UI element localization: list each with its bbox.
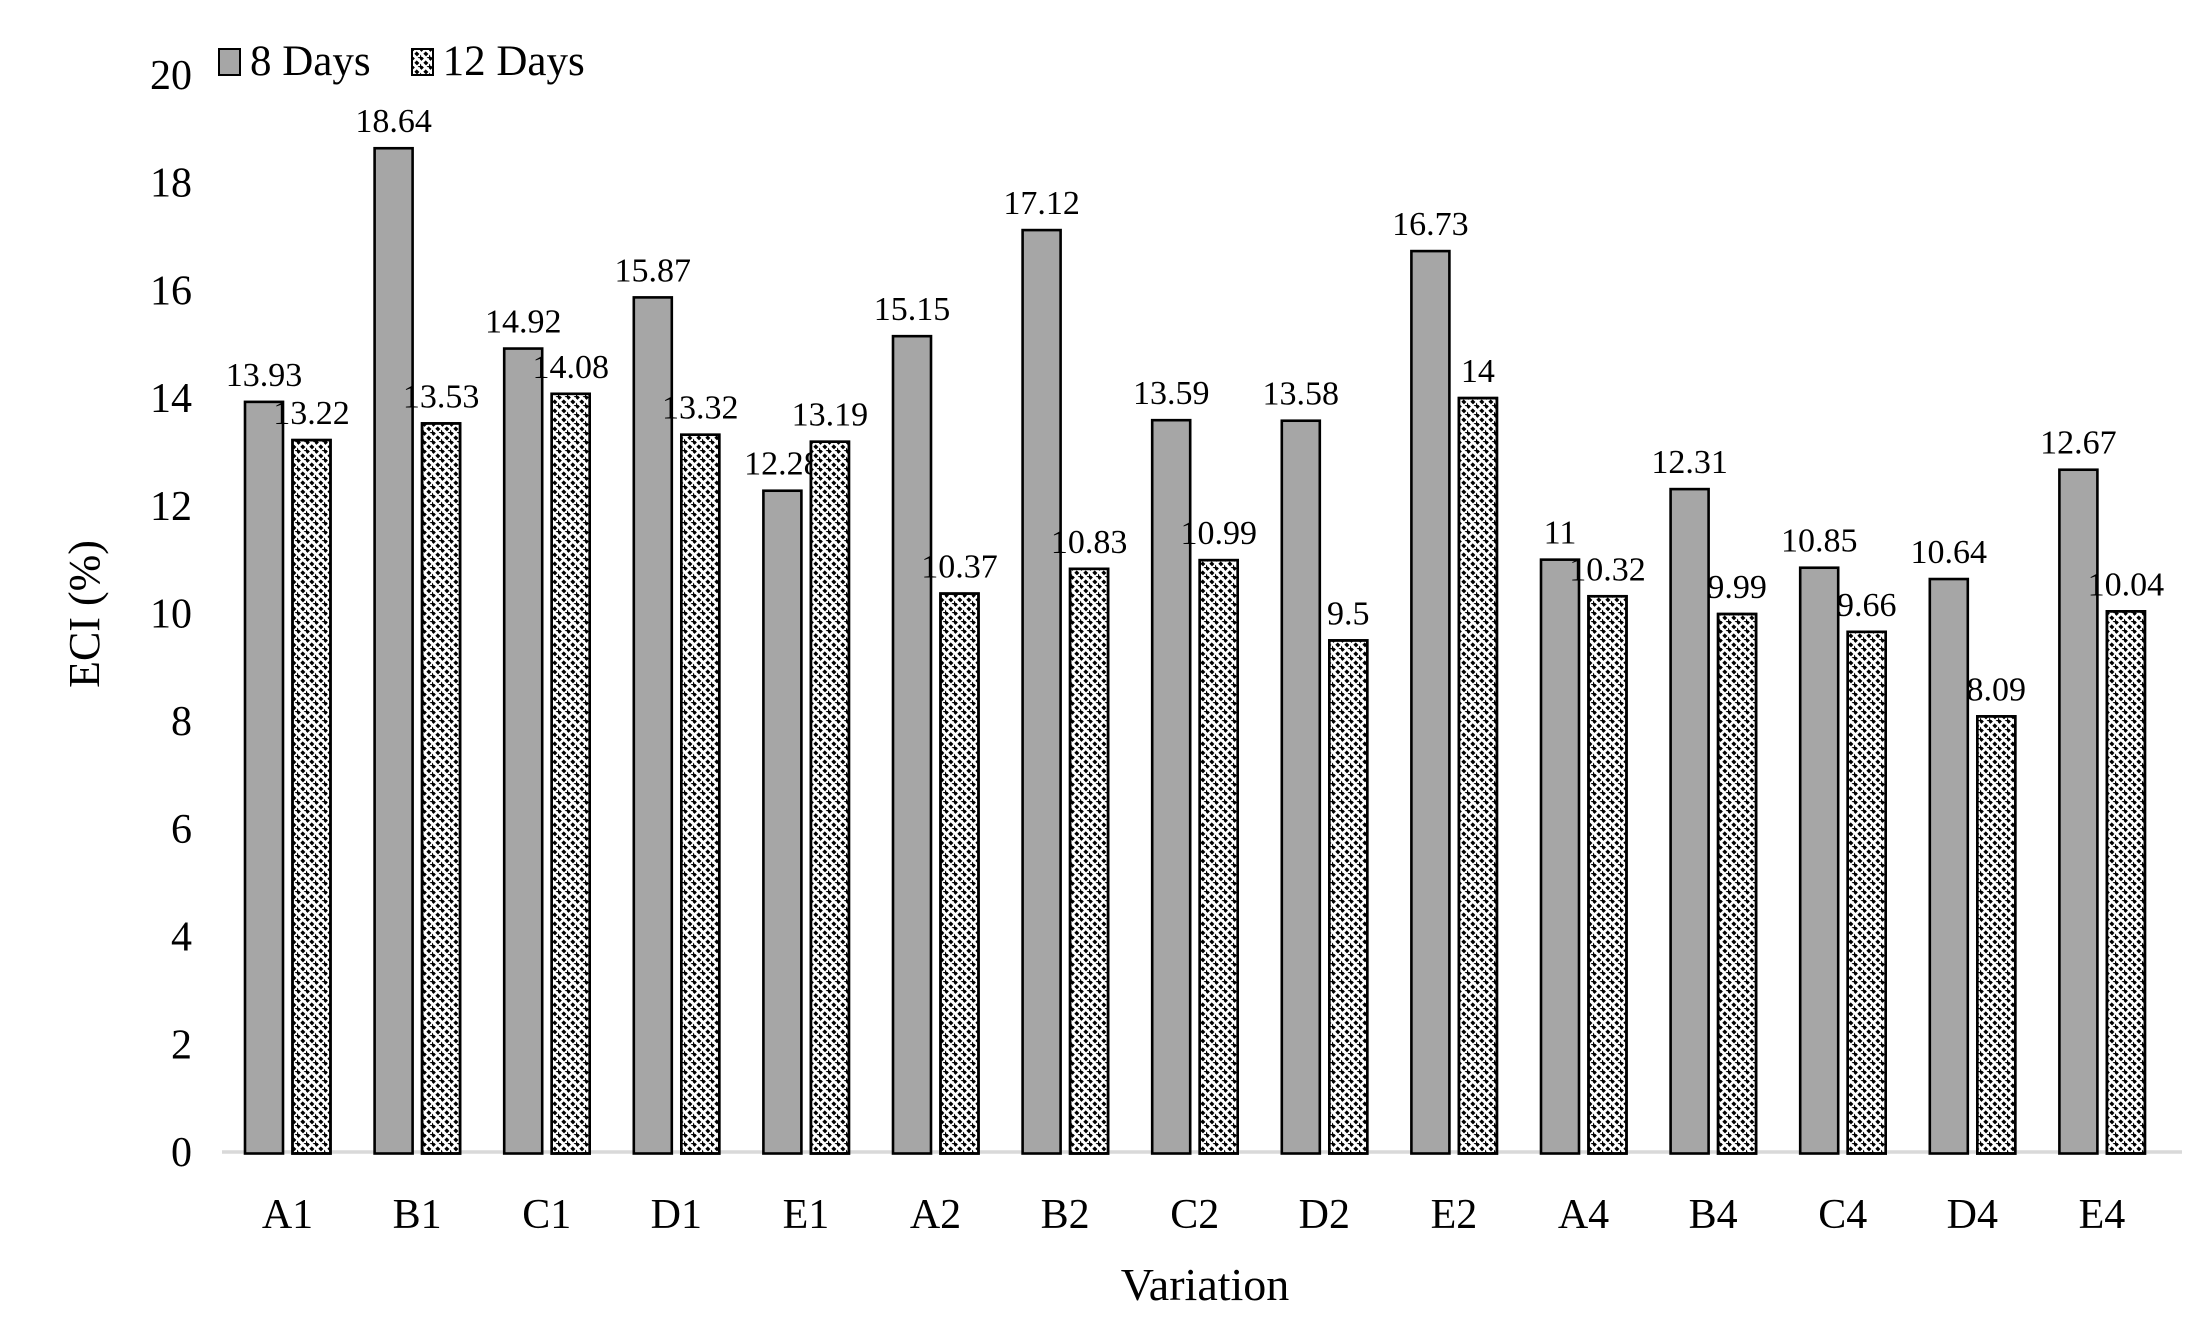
bar-8days-D4 xyxy=(1928,577,1970,1155)
data-label-8days-B1: 18.64 xyxy=(355,103,432,140)
x-tick-label-D1: D1 xyxy=(651,1192,702,1238)
data-label-12days-B2: 10.83 xyxy=(1051,524,1128,561)
data-label-12days-B4: 9.99 xyxy=(1707,569,1767,606)
y-tick-label-0: 0 xyxy=(171,1130,192,1176)
bar-8days-B2 xyxy=(1021,228,1062,1155)
bar-hatch-overlay-B2 xyxy=(1068,567,1110,1155)
data-label-12days-D4: 8.09 xyxy=(1967,671,2027,708)
x-tick-label-B2: B2 xyxy=(1041,1192,1090,1238)
data-label-8days-A4: 11 xyxy=(1544,515,1577,552)
data-label-8days-B4: 12.31 xyxy=(1651,444,1728,481)
bar-8days-B4 xyxy=(1669,487,1710,1155)
data-label-8days-D2: 13.58 xyxy=(1263,376,1340,413)
data-label-12days-E1: 13.19 xyxy=(792,397,869,434)
data-label-8days-E2: 16.73 xyxy=(1392,206,1469,243)
x-tick-label-A2: A2 xyxy=(910,1192,961,1238)
x-tick-label-E4: E4 xyxy=(2079,1192,2126,1238)
bar-hatch-overlay-E4 xyxy=(2105,610,2147,1155)
bar-hatch-overlay-A4 xyxy=(1587,594,1628,1155)
x-tick-label-E1: E1 xyxy=(783,1192,830,1238)
bar-hatch-overlay-C1 xyxy=(550,392,592,1155)
bar-8days-C2 xyxy=(1150,418,1192,1155)
data-label-12days-A2: 10.37 xyxy=(921,549,998,586)
bar-hatch-overlay-D1 xyxy=(679,433,721,1155)
bar-hatch-overlay-D4 xyxy=(1976,715,2017,1155)
legend: 8 Days 12 Days xyxy=(218,40,585,83)
bar-8days-E1 xyxy=(762,489,803,1155)
bar-8days-A2 xyxy=(891,334,933,1155)
bar-hatch-overlay-B4 xyxy=(1716,612,1758,1155)
data-label-8days-A2: 15.15 xyxy=(874,291,951,328)
y-tick-label-2: 2 xyxy=(171,1022,192,1068)
bar-hatch-overlay-B1 xyxy=(420,422,462,1155)
data-label-12days-D1: 13.32 xyxy=(662,390,739,427)
data-label-12days-A4: 10.32 xyxy=(1569,551,1646,588)
data-label-12days-C2: 10.99 xyxy=(1180,515,1257,552)
x-tick-label-B1: B1 xyxy=(393,1192,442,1238)
x-tick-label-A1: A1 xyxy=(262,1192,313,1238)
data-label-8days-E1: 12.28 xyxy=(744,446,821,483)
x-tick-label-D4: D4 xyxy=(1947,1192,1998,1238)
bar-8days-D2 xyxy=(1280,419,1322,1155)
x-tick-label-C1: C1 xyxy=(522,1192,571,1238)
data-label-12days-E2: 14 xyxy=(1461,353,1495,390)
y-tick-label-10: 10 xyxy=(150,592,192,638)
bar-8days-E2 xyxy=(1410,249,1451,1155)
y-tick-label-20: 20 xyxy=(150,53,192,99)
bar-8days-A1 xyxy=(243,400,285,1155)
legend-swatch-12-days xyxy=(410,47,434,76)
y-tick-label-16: 16 xyxy=(150,268,192,314)
x-tick-label-B4: B4 xyxy=(1689,1192,1738,1238)
data-label-8days-D1: 15.87 xyxy=(615,252,692,289)
legend-label-8-days: 8 Days xyxy=(250,38,371,85)
data-label-8days-C1: 14.92 xyxy=(485,304,562,341)
x-tick-label-C2: C2 xyxy=(1170,1192,1219,1238)
legend-swatch-8-days xyxy=(218,47,241,76)
x-axis-title: Variation xyxy=(1120,1259,1290,1310)
y-axis-title: ECI (%) xyxy=(60,540,109,688)
x-tick-label-A4: A4 xyxy=(1558,1192,1609,1238)
bar-8days-E4 xyxy=(2058,468,2099,1155)
bar-8days-D1 xyxy=(632,296,674,1155)
bar-8days-C1 xyxy=(502,347,544,1155)
bar-hatch-overlay-D2 xyxy=(1328,639,1369,1155)
legend-label-12-days: 12 Days xyxy=(442,38,585,85)
data-label-12days-B1: 13.53 xyxy=(403,378,480,415)
bar-8days-B1 xyxy=(373,146,414,1155)
bar-hatch-overlay-C2 xyxy=(1198,558,1239,1155)
y-tick-label-8: 8 xyxy=(171,699,192,745)
y-tick-label-14: 14 xyxy=(150,376,192,422)
y-tick-label-12: 12 xyxy=(150,484,192,530)
x-tick-label-E2: E2 xyxy=(1431,1192,1478,1238)
bar-hatch-overlay-C4 xyxy=(1846,630,1887,1155)
data-label-12days-E4: 10.04 xyxy=(2088,566,2165,603)
data-label-8days-E4: 12.67 xyxy=(2040,425,2117,462)
y-tick-label-18: 18 xyxy=(150,161,192,207)
data-label-8days-A1: 13.93 xyxy=(226,357,303,394)
y-tick-label-4: 4 xyxy=(171,915,192,961)
bar-hatch-overlay-E2 xyxy=(1457,396,1499,1155)
bar-8days-C4 xyxy=(1798,566,1840,1155)
data-label-12days-C1: 14.08 xyxy=(532,349,609,386)
x-tick-label-D2: D2 xyxy=(1299,1192,1350,1238)
bar-hatch-overlay-A2 xyxy=(939,592,980,1155)
data-label-12days-D2: 9.5 xyxy=(1327,595,1370,632)
data-label-8days-C2: 13.59 xyxy=(1133,375,1210,412)
data-label-12days-C4: 9.66 xyxy=(1837,587,1897,624)
x-tick-label-C4: C4 xyxy=(1818,1192,1867,1238)
bar-8days-A4 xyxy=(1539,558,1581,1155)
data-label-8days-B2: 17.12 xyxy=(1003,185,1080,222)
y-tick-label-6: 6 xyxy=(171,807,192,853)
data-label-8days-D4: 10.64 xyxy=(1911,534,1988,571)
data-label-12days-A1: 13.22 xyxy=(273,395,350,432)
bar-hatch-overlay-A1 xyxy=(291,438,332,1155)
bar-hatch-overlay-E1 xyxy=(809,440,851,1155)
data-label-8days-C4: 10.85 xyxy=(1781,523,1858,560)
